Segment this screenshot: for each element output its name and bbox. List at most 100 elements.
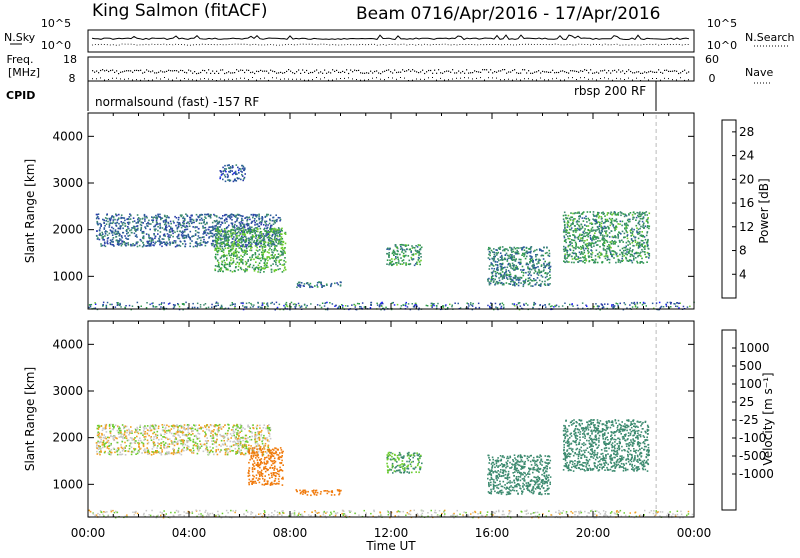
echo-cell bbox=[258, 214, 260, 216]
echo-cell bbox=[134, 437, 136, 439]
echo-cell bbox=[135, 231, 137, 233]
echo-cell bbox=[496, 276, 498, 278]
nave-point bbox=[204, 78, 205, 79]
echo-cell bbox=[549, 267, 551, 269]
ground-scatter-cell bbox=[301, 305, 303, 307]
echo-cell bbox=[640, 255, 642, 257]
ground-scatter-cell bbox=[629, 304, 631, 306]
echo-cell bbox=[417, 246, 419, 248]
echo-cell bbox=[489, 281, 491, 283]
echo-cell bbox=[258, 217, 260, 219]
freq-point bbox=[108, 71, 109, 72]
echo-cell bbox=[535, 271, 537, 273]
ground-scatter-cell bbox=[102, 305, 104, 307]
nave-point bbox=[516, 79, 517, 80]
velocity-panel-bg bbox=[88, 321, 694, 517]
echo-cell bbox=[211, 232, 213, 234]
echo-cell bbox=[118, 223, 120, 225]
freq-point bbox=[512, 70, 513, 71]
freq-point bbox=[276, 73, 277, 74]
echo-cell bbox=[253, 259, 255, 261]
echo-cell bbox=[590, 238, 592, 240]
nave-point bbox=[416, 79, 417, 80]
echo-cell bbox=[263, 241, 265, 243]
echo-cell bbox=[595, 255, 597, 257]
echo-cell bbox=[564, 228, 566, 230]
echo-cell bbox=[122, 232, 124, 234]
echo-cell bbox=[567, 217, 569, 219]
echo-cell bbox=[497, 272, 499, 274]
echo-cell bbox=[227, 433, 229, 435]
echo-cell bbox=[251, 221, 253, 223]
echo-cell bbox=[635, 219, 637, 221]
ground-scatter-cell bbox=[479, 307, 481, 309]
echo-cell bbox=[217, 221, 219, 223]
echo-cell bbox=[221, 233, 223, 235]
echo-cell bbox=[570, 249, 572, 251]
ground-scatter-cell bbox=[270, 303, 272, 305]
echo-cell bbox=[634, 237, 636, 239]
echo-cell bbox=[193, 235, 195, 237]
echo-cell bbox=[273, 223, 275, 225]
ground-scatter-cell bbox=[472, 303, 474, 305]
ground-scatter-cell bbox=[468, 305, 470, 307]
echo-cell bbox=[206, 445, 208, 447]
echo-cell bbox=[317, 286, 319, 288]
echo-cell bbox=[230, 214, 232, 216]
echo-cell bbox=[640, 244, 642, 246]
echo-cell bbox=[137, 246, 139, 248]
ground-scatter-cell bbox=[286, 305, 288, 307]
freq-point bbox=[198, 73, 199, 74]
nave-point bbox=[304, 80, 305, 81]
echo-cell bbox=[539, 272, 541, 274]
ground-scatter-cell bbox=[631, 302, 633, 304]
echo-cell bbox=[178, 448, 180, 450]
echo-cell bbox=[101, 232, 103, 234]
echo-cell bbox=[231, 170, 233, 172]
echo-cell bbox=[140, 440, 142, 442]
freq-point bbox=[282, 73, 283, 74]
echo-cell bbox=[270, 265, 272, 267]
freq-point bbox=[354, 70, 355, 71]
echo-cell bbox=[231, 236, 233, 238]
echo-cell bbox=[255, 227, 257, 229]
echo-cell bbox=[588, 230, 590, 232]
echo-cell bbox=[400, 246, 402, 248]
echo-cell bbox=[410, 251, 412, 253]
nave-point bbox=[672, 79, 673, 80]
echo-cell bbox=[569, 238, 571, 240]
ground-scatter-cell bbox=[518, 303, 520, 305]
echo-cell bbox=[239, 247, 241, 249]
echo-cell bbox=[279, 236, 281, 238]
echo-cell bbox=[222, 238, 224, 240]
echo-cell bbox=[226, 214, 228, 216]
echo-cell bbox=[233, 181, 235, 183]
echo-cell bbox=[246, 246, 248, 248]
echo-cell bbox=[200, 240, 202, 242]
echo-cell bbox=[513, 266, 515, 268]
echo-cell bbox=[253, 241, 255, 243]
echo-cell bbox=[579, 226, 581, 228]
echo-cell bbox=[271, 230, 273, 232]
nave-point bbox=[476, 78, 477, 79]
nave-point bbox=[188, 79, 189, 80]
echo-cell bbox=[506, 253, 508, 255]
echo-cell bbox=[500, 266, 502, 268]
echo-cell bbox=[184, 231, 186, 233]
ground-scatter-cell bbox=[362, 302, 364, 304]
echo-cell bbox=[279, 255, 281, 257]
freq-trace bbox=[92, 69, 689, 81]
echo-cell bbox=[635, 257, 637, 259]
echo-cell bbox=[142, 218, 144, 220]
freq-point bbox=[328, 72, 329, 73]
echo-cell bbox=[634, 213, 636, 215]
echo-cell bbox=[502, 246, 504, 248]
nave-point bbox=[592, 78, 593, 79]
ground-scatter-cell bbox=[283, 305, 285, 307]
echo-cell bbox=[517, 251, 519, 253]
echo-cell bbox=[614, 243, 616, 245]
nave-point bbox=[192, 79, 193, 80]
echo-cell bbox=[525, 258, 527, 260]
echo-cell bbox=[573, 262, 575, 264]
echo-cell bbox=[241, 242, 243, 244]
